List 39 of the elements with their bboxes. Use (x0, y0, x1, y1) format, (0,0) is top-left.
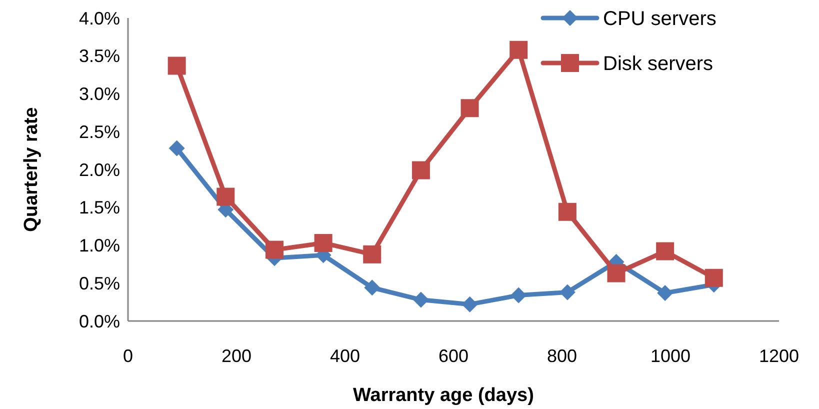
y-tick-label: 1.0% (78, 236, 120, 256)
legend-label: CPU servers (603, 8, 716, 30)
point (168, 56, 186, 75)
point (656, 242, 674, 260)
x-tick-label: 1000 (650, 346, 691, 366)
y-tick-label: 0.5% (78, 273, 120, 294)
x-axis-title: Warranty age (days) (353, 385, 534, 406)
point (704, 268, 723, 287)
point (657, 284, 674, 301)
x-tick-label: 400 (330, 346, 360, 366)
point (364, 280, 380, 296)
point (265, 240, 284, 259)
y-tick-label: 2.5% (78, 122, 120, 142)
y-tick-label: 0.0% (78, 311, 120, 332)
y-tick-label: 3.0% (78, 84, 120, 104)
point (314, 234, 332, 252)
point (412, 292, 429, 308)
point (216, 188, 235, 206)
point (412, 161, 430, 180)
point (363, 245, 382, 264)
point (510, 40, 528, 59)
y-tick-label: 2.0% (78, 160, 120, 180)
point (460, 99, 479, 118)
x-tick-label: 0 (122, 346, 134, 366)
y-tick-label: 1.5% (78, 198, 120, 218)
x-tick-label: 200 (221, 346, 252, 366)
y-tick-label: 4.0% (78, 8, 120, 28)
point (607, 264, 626, 282)
x-tick-label: 1200 (758, 346, 800, 366)
point (510, 287, 527, 304)
point (558, 202, 576, 221)
point (168, 140, 185, 156)
legend-label: Disk servers (603, 53, 714, 75)
y-axis-title: Quarterly rate (21, 107, 42, 232)
point (559, 284, 576, 300)
x-tick-label: 800 (546, 346, 578, 366)
x-tick-label: 600 (438, 346, 469, 366)
y-tick-label: 3.5% (78, 46, 120, 66)
point (462, 296, 478, 312)
